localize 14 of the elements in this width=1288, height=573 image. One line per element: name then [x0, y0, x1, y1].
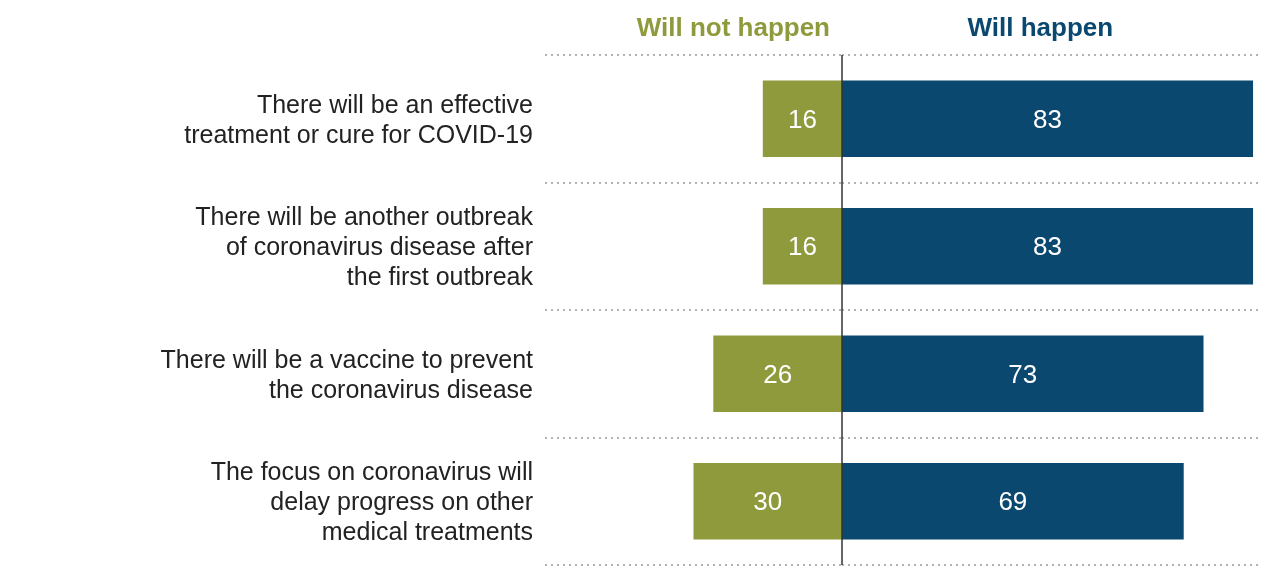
data-label: 30 — [753, 486, 783, 517]
data-label: 69 — [998, 486, 1028, 517]
data-label: 26 — [763, 358, 793, 389]
y-tick-label: There will be an effective treatment or cure for COVID-19 — [184, 89, 533, 148]
y-tick-label: The focus on coronavirus will delay progress on other medical treatments — [210, 457, 533, 546]
y-tick-label: There will be a vaccine to prevent the coronavirus disease — [160, 344, 534, 403]
series-label: Will happen — [967, 12, 1114, 42]
data-label: 16 — [787, 231, 817, 262]
series-label: Will not happen — [636, 12, 831, 42]
data-label: 73 — [1008, 358, 1038, 389]
y-tick-label: There will be another outbreak of coronavirus disease after the first outbreak — [195, 202, 534, 291]
data-label: 16 — [787, 103, 817, 134]
data-label: 83 — [1033, 103, 1062, 134]
data-label: 83 — [1033, 231, 1062, 262]
